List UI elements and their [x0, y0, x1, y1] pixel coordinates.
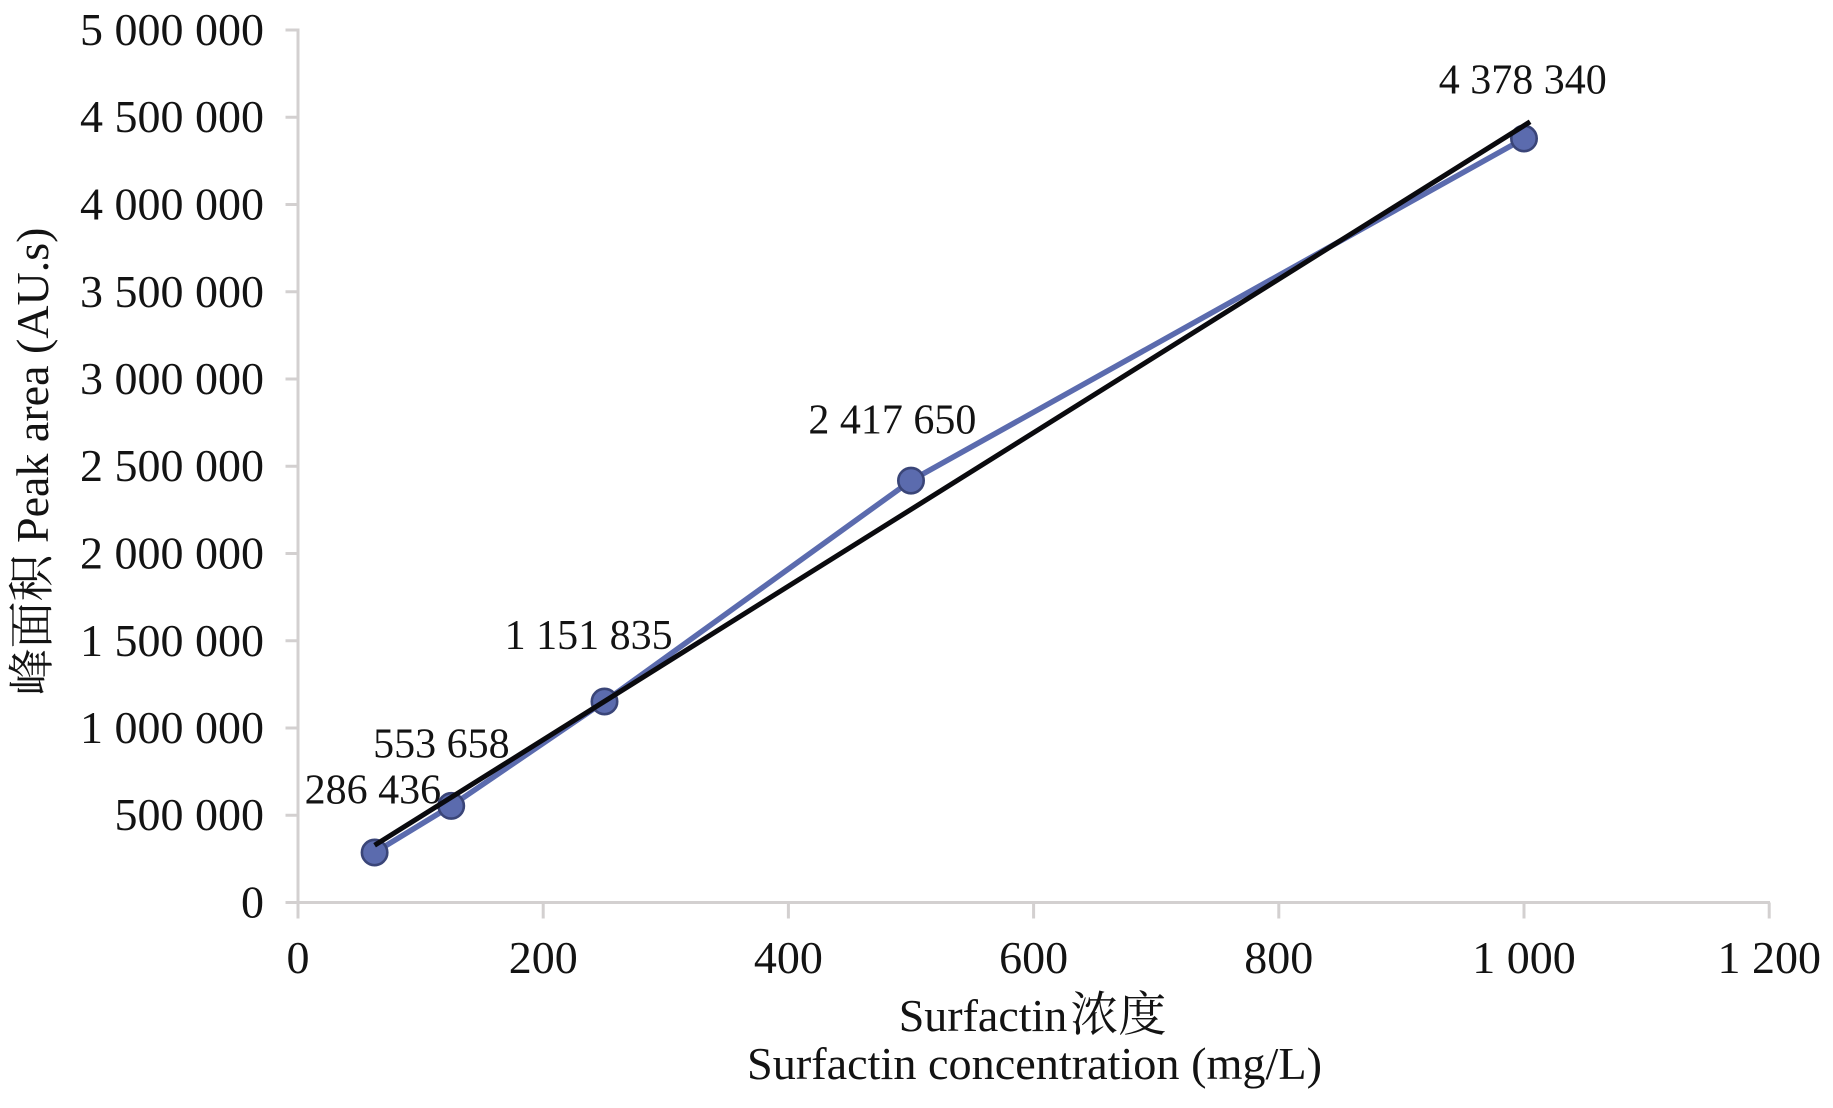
svg-text:1 200: 1 200	[1717, 932, 1821, 983]
svg-text:2 000 000: 2 000 000	[80, 528, 264, 579]
svg-text:500 000: 500 000	[115, 789, 265, 840]
svg-text:4 000 000: 4 000 000	[80, 179, 264, 230]
svg-text:400: 400	[754, 932, 823, 983]
svg-text:2 500 000: 2 500 000	[80, 440, 264, 491]
svg-text:4 500 000: 4 500 000	[80, 91, 264, 142]
svg-text:3 000 000: 3 000 000	[80, 353, 264, 404]
svg-text:4 378 340: 4 378 340	[1439, 58, 1607, 104]
svg-text:3 500 000: 3 500 000	[80, 266, 264, 317]
svg-text:1 000 000: 1 000 000	[80, 702, 264, 753]
svg-text:1 000: 1 000	[1472, 932, 1576, 983]
svg-text:0: 0	[241, 877, 264, 928]
svg-text:5 000 000: 5 000 000	[80, 4, 264, 55]
svg-text:200: 200	[509, 932, 578, 983]
svg-text:Surfactin: Surfactin	[899, 990, 1068, 1041]
svg-text:286 436: 286 436	[305, 767, 442, 813]
svg-text:1 500 000: 1 500 000	[80, 615, 264, 666]
svg-text:0: 0	[287, 932, 310, 983]
svg-text:Peak area (AU.s): Peak area (AU.s)	[7, 228, 58, 543]
svg-text:1 151 835: 1 151 835	[505, 613, 673, 659]
svg-text:600: 600	[999, 932, 1068, 983]
svg-text:800: 800	[1244, 932, 1313, 983]
svg-text:553 658: 553 658	[373, 722, 510, 768]
svg-text:Surfactin concentration (mg/L): Surfactin concentration (mg/L)	[747, 1038, 1322, 1089]
svg-text:2 417 650: 2 417 650	[808, 397, 976, 443]
